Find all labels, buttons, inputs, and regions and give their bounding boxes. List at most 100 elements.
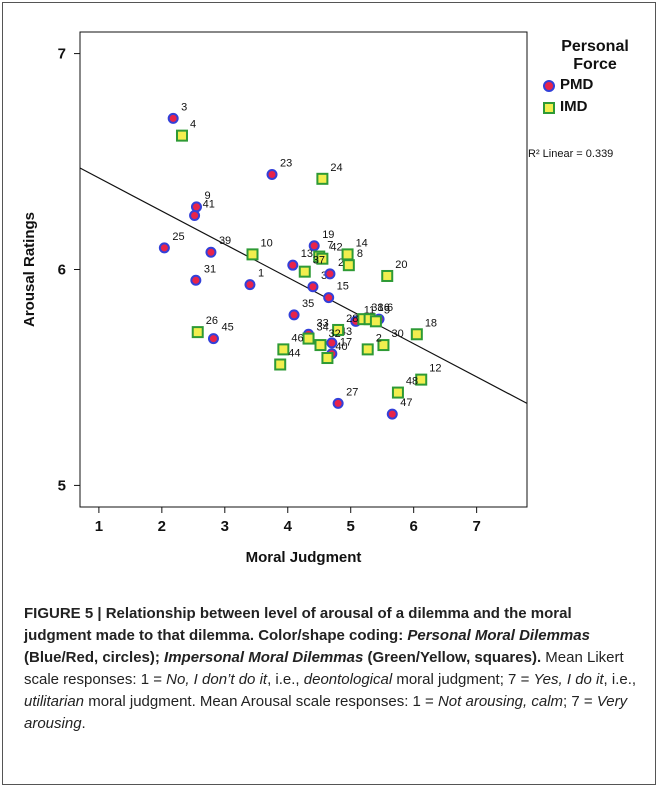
point-label: 24 [330,162,342,174]
point-label: 41 [203,199,215,211]
circle-marker-icon [543,80,555,92]
point-imd [410,328,423,341]
point-imd [321,352,334,365]
point-pmd [207,333,219,345]
x-tick-label: 6 [410,518,418,535]
point-imd [316,172,329,185]
point-imd [175,129,188,142]
legend-item-pmd: PMD [540,74,650,96]
point-label: 30 [391,328,403,340]
caption-text-c: moral judgment; 7 = [392,671,534,688]
caption-calm: Not arousing, calm [437,693,564,710]
x-tick-label: 5 [347,518,355,535]
point-imd [381,269,394,282]
point-pmd [386,408,398,420]
point-label: 47 [400,397,412,409]
y-tick-label: 7 [58,46,66,63]
point-imd [369,315,382,328]
y-tick-label: 6 [58,262,66,279]
point-pmd [308,240,320,252]
point-imd [377,339,390,352]
point-imd [391,386,404,399]
point-label: 2 [376,332,382,344]
figure-caption: FIGURE 5 | Relationship between level of… [24,603,638,735]
point-label: 10 [261,237,273,249]
point-label: 15 [337,281,349,293]
legend-title: Personal Force [561,38,629,73]
caption-no: No, I don’t do it [166,671,268,688]
point-label: 46 [291,332,303,344]
point-label: 44 [288,348,300,360]
point-imd [302,332,315,345]
caption-text-g: . [81,715,86,732]
point-label: 32 [328,328,340,340]
point-label: 48 [406,376,418,388]
x-tick-label: 7 [472,518,480,535]
point-label: 17 [340,337,352,349]
point-label: 16 [378,302,390,314]
point-label: 42 [330,242,342,254]
caption-text-a: Mean Likert scale responses: 1 = [24,649,624,688]
caption-pmd-desc: (Blue/Red, circles); [24,649,165,666]
point-label: 8 [357,248,363,260]
point-pmd [190,201,202,213]
point-pmd [189,210,201,222]
point-label: 33 [317,317,329,329]
legend-label-imd: IMD [560,98,588,115]
caption-text-e: moral judgment. Mean Arousal scale respo… [84,693,438,710]
caption-pmd: Personal Moral Dilemmas [407,627,590,644]
point-imd [277,343,290,356]
caption-text-f: ; 7 = [563,693,597,710]
point-pmd [307,281,319,293]
fit-line [79,167,528,404]
legend-label-pmd: PMD [560,76,594,93]
legend: Personal Force PMD IMD [540,38,650,118]
legend-item-imd: IMD [540,96,650,118]
y-tick-label: 5 [58,477,66,494]
point-pmd [244,279,256,291]
point-label: 26 [206,315,218,327]
x-tick-label: 2 [158,518,166,535]
point-label: 37 [313,255,325,267]
point-imd [342,259,355,272]
point-imd [298,265,311,278]
caption-text-b: , i.e., [267,671,304,688]
point-label: 18 [425,317,437,329]
point-imd [191,326,204,339]
x-tick-label: 4 [284,518,293,535]
point-label: 3 [181,101,187,113]
caption-very: Very arousing [24,693,628,732]
point-label: 14 [356,237,368,249]
x-axis-label: Moral Judgment [246,549,362,566]
point-pmd [167,112,179,124]
point-pmd [324,268,336,280]
point-label: 27 [346,386,358,398]
y-axis-label: Arousal Ratings [21,212,38,327]
caption-deontological: deontological [303,671,393,688]
point-label: 9 [204,190,210,202]
point-pmd [287,259,299,271]
point-label: 13 [301,248,313,260]
point-pmd [326,337,338,349]
point-pmd [332,397,344,409]
point-label: 31 [204,263,216,275]
x-tick-label: 3 [221,518,229,535]
point-pmd [205,246,217,258]
point-imd [316,252,329,265]
caption-imd-desc: (Green/Yellow, squares). [363,649,542,666]
point-label: 19 [322,229,334,241]
point-label: 12 [429,363,441,375]
caption-imd: Impersonal Moral Dilemmas [164,649,364,666]
caption-yes: Yes, I do it [533,671,604,688]
point-label: 6 [387,302,393,314]
point-label: 11 [364,304,375,316]
caption-utilitarian: utilitarian [24,693,85,710]
point-imd [332,323,345,336]
x-tick-label: 1 [95,518,103,535]
point-label: 20 [395,259,407,271]
caption-text-d: , i.e., [603,671,637,688]
caption-figure-label: FIGURE 5 | Relationship between level of… [24,605,572,644]
point-label: 1 [258,268,264,280]
